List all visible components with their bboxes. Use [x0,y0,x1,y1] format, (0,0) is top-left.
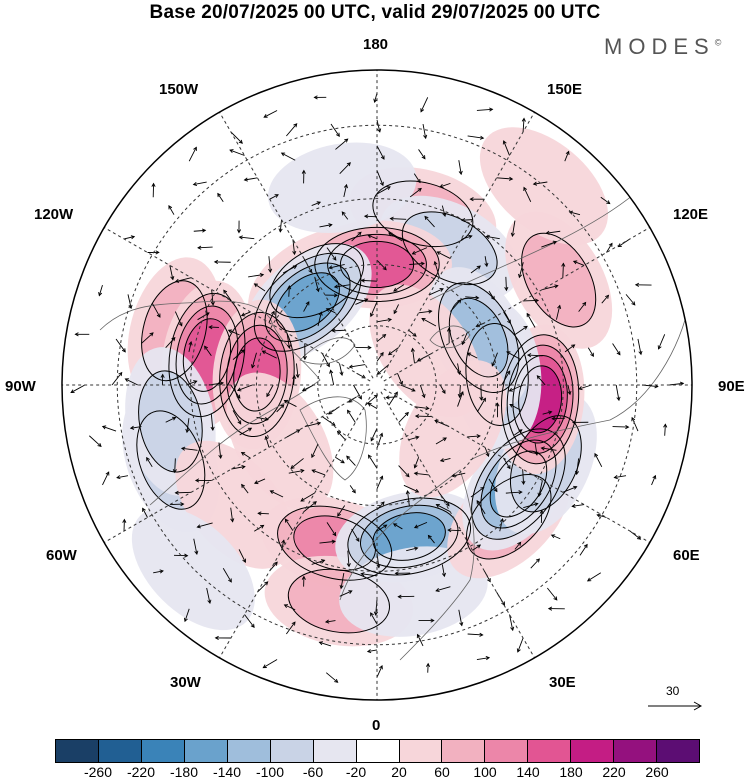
lon-label-90e: 90E [718,378,745,395]
colorbar-tick-label: -180 [170,764,198,780]
reference-vector-label: 30 [666,684,679,698]
lon-label-150w: 150W [159,81,198,98]
lon-label-180: 180 [363,36,388,53]
colorbar-tick-label: -60 [303,764,323,780]
colorbar-tick-label: 60 [434,764,450,780]
colorbar-swatch-9 [442,740,485,762]
colorbar-tick-label: -20 [346,764,366,780]
colorbar [55,739,700,763]
colorbar-swatch-4 [228,740,271,762]
colorbar-swatch-8 [400,740,443,762]
colorbar-tick-label: -260 [84,764,112,780]
colorbar-swatch-2 [142,740,185,762]
colorbar-swatch-7 [357,740,400,762]
colorbar-swatch-5 [271,740,314,762]
colorbar-tick-label: 100 [473,764,496,780]
colorbar-tick-label: 260 [645,764,668,780]
colorbar-tick-label: 140 [516,764,539,780]
colorbar-swatch-6 [314,740,357,762]
colorbar-tick-label: 220 [602,764,625,780]
lon-label-30w: 30W [170,674,201,691]
colorbar-ticks: -260 -220 -180 -140 -100 -60 -20 20 60 100 140 180 2… [0,764,750,784]
colorbar-swatch-1 [99,740,142,762]
lon-label-120w: 120W [34,206,73,223]
reference-vector [648,702,701,710]
colorbar-tick-label: -220 [127,764,155,780]
colorbar-swatch-13 [614,740,657,762]
colorbar-swatch-12 [571,740,614,762]
lon-label-60e: 60E [673,547,700,564]
colorbar-swatch-3 [185,740,228,762]
colorbar-swatch-0 [56,740,99,762]
colorbar-tick-label: 180 [559,764,582,780]
lon-label-0: 0 [372,717,380,734]
colorbar-swatch-14 [657,740,699,762]
lon-label-90w: 90W [5,378,36,395]
colorbar-tick-label: 20 [391,764,407,780]
lon-label-30e: 30E [549,674,576,691]
lon-label-150e: 150E [547,81,582,98]
colorbar-tick-label: -140 [213,764,241,780]
lon-label-120e: 120E [673,206,708,223]
lon-label-60w: 60W [46,547,77,564]
colorbar-swatch-10 [485,740,528,762]
colorbar-swatch-11 [528,740,571,762]
colorbar-tick-label: -100 [256,764,284,780]
